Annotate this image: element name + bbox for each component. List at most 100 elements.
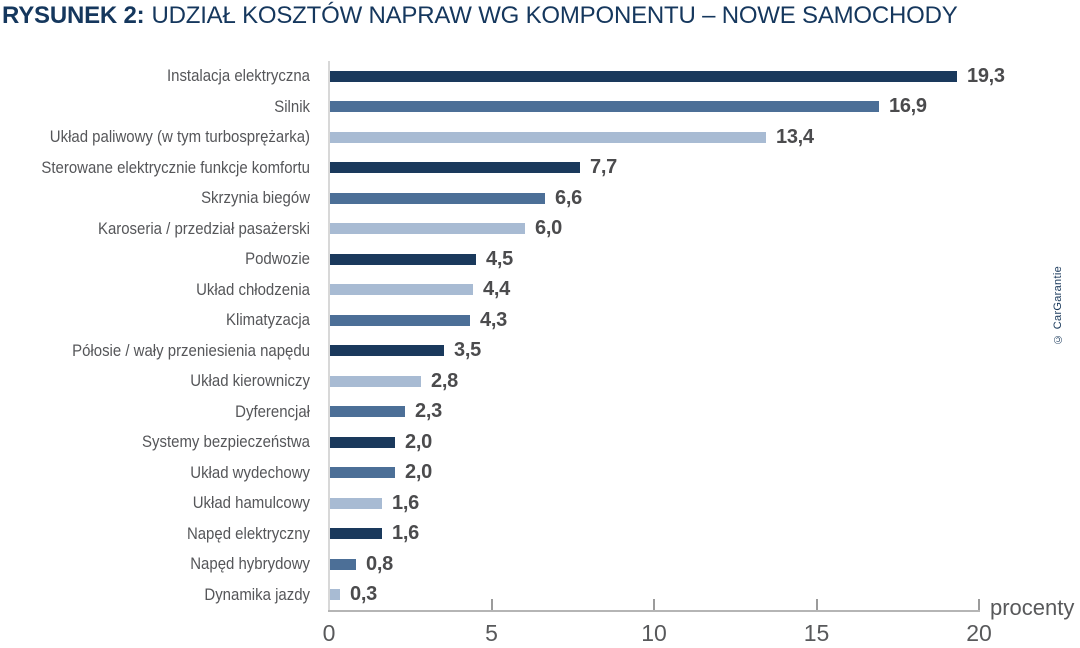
bar-zone: 4,3 <box>328 305 980 336</box>
category-label: Silnik <box>274 96 310 116</box>
value-label: 2,0 <box>405 461 432 484</box>
category-label: Układ paliwowy (w tym turbosprężarka) <box>49 127 311 147</box>
bar-zone: 1,6 <box>328 518 980 549</box>
axis-tick-mark <box>816 599 818 610</box>
bar-zone: 4,4 <box>328 274 980 305</box>
bar <box>330 223 525 235</box>
category-label: Dynamika jazdy <box>204 584 310 604</box>
value-label: 6,0 <box>535 217 562 240</box>
value-label: 1,6 <box>392 522 419 545</box>
copyright-credit: © CarGarantie <box>1052 266 1064 345</box>
value-label: 6,6 <box>555 186 582 209</box>
x-tick-label: 0 <box>322 620 336 646</box>
x-tick-label: 20 <box>966 620 992 646</box>
chart-title: RYSUNEK 2: UDZIAŁ KOSZTÓW NAPRAW WG KOMPO… <box>2 2 958 30</box>
bar <box>330 528 382 540</box>
category-label: Półosie / wały przeniesienia napędu <box>72 340 310 360</box>
category-label: Systemy bezpieczeństwa <box>142 432 310 452</box>
bar <box>330 253 476 265</box>
bar-row: Podwozie 4,5 <box>0 244 980 275</box>
chart-title-text: UDZIAŁ KOSZTÓW NAPRAW WG KOMPONENTU – NO… <box>151 2 958 29</box>
value-label: 13,4 <box>776 125 814 148</box>
bar-row: Układ wydechowy 2,0 <box>0 457 980 488</box>
value-label: 4,3 <box>480 308 507 331</box>
bar-zone: 4,5 <box>328 244 980 275</box>
category-label: Układ wydechowy <box>190 462 310 482</box>
bar-rows: Instalacja elektryczna 19,3 Silnik 16,9 Ukła… <box>0 61 1005 610</box>
bar-zone: 0,8 <box>328 549 980 580</box>
category-label: Układ hamulcowy <box>192 493 310 513</box>
category-label: Instalacja elektryczna <box>166 66 310 86</box>
bar-zone: 2,0 <box>328 457 980 488</box>
figure-number-label: RYSUNEK 2: <box>2 2 145 29</box>
category-label: Układ kierowniczy <box>190 371 310 391</box>
category-label: Podwozie <box>245 249 310 269</box>
bar-zone: 1,6 <box>328 488 980 519</box>
bar-row: Sterowane elektrycznie funkcje komfortu 7… <box>0 152 980 183</box>
bar <box>330 406 405 418</box>
value-label: 2,8 <box>431 369 458 392</box>
bar-row: Układ kierowniczy 2,8 <box>0 366 980 397</box>
bar <box>330 192 545 204</box>
bar-row: Dynamika jazdy 0,3 <box>0 579 980 610</box>
bar <box>330 284 473 296</box>
axis-tick-mark <box>978 599 980 610</box>
bar <box>330 314 470 326</box>
bar-row: Półosie / wały przeniesienia napędu 3,5 <box>0 335 980 366</box>
value-label: 0,8 <box>366 552 393 575</box>
bar-row: Układ hamulcowy 1,6 <box>0 488 980 519</box>
category-label: Dyferencjał <box>235 401 310 421</box>
bar-row: Napęd elektryczny 1,6 <box>0 518 980 549</box>
value-label: 2,0 <box>405 430 432 453</box>
category-label: Napęd elektryczny <box>186 523 310 543</box>
category-label: Karoseria / przedział pasażerski <box>97 218 310 238</box>
bar-row: Dyferencjał 2,3 <box>0 396 980 427</box>
category-label: Napęd hybrydowy <box>190 554 310 574</box>
bar-zone: 6,6 <box>328 183 980 214</box>
value-label: 3,5 <box>454 339 481 362</box>
bar-zone: 7,7 <box>328 152 980 183</box>
bar-zone: 2,3 <box>328 396 980 427</box>
value-label: 7,7 <box>590 156 617 179</box>
axis-tick-mark <box>491 599 493 610</box>
value-label: 4,4 <box>483 278 510 301</box>
bar-row: Napęd hybrydowy 0,8 <box>0 549 980 580</box>
bar-row: Klimatyzacja 4,3 <box>0 305 980 336</box>
bar <box>330 375 421 387</box>
bar-row: Układ paliwowy (w tym turbosprężarka) 13,… <box>0 122 980 153</box>
bar-zone: 13,4 <box>328 122 980 153</box>
bar <box>330 467 395 479</box>
bar <box>330 589 340 601</box>
bar <box>330 497 382 509</box>
bar-zone: 2,0 <box>328 427 980 458</box>
value-label: 1,6 <box>392 491 419 514</box>
bar-zone: 19,3 <box>328 61 1005 92</box>
bar <box>330 101 879 113</box>
x-tick-label: 15 <box>803 620 830 646</box>
bar <box>330 162 580 174</box>
x-axis-line <box>328 599 980 612</box>
bar <box>330 131 766 143</box>
value-label: 19,3 <box>967 64 1005 87</box>
bar <box>330 558 356 570</box>
value-label: 16,9 <box>889 95 927 118</box>
category-label: Skrzynia biegów <box>201 188 310 208</box>
category-label: Klimatyzacja <box>226 310 310 330</box>
bar-row: Skrzynia biegów 6,6 <box>0 183 980 214</box>
category-label: Układ chłodzenia <box>196 279 310 299</box>
value-label: 4,5 <box>486 247 513 270</box>
bar <box>330 345 444 357</box>
category-label: Sterowane elektrycznie funkcje komfortu <box>41 157 310 177</box>
bar-zone: 3,5 <box>328 335 980 366</box>
x-tick-label: 10 <box>641 620 667 646</box>
bar-row: Układ chłodzenia 4,4 <box>0 274 980 305</box>
bar-row: Systemy bezpieczeństwa 2,0 <box>0 427 980 458</box>
bar-zone: 6,0 <box>328 213 980 244</box>
value-label: 2,3 <box>415 400 442 423</box>
x-tick-labels: 0 5 10 15 20 <box>0 620 1080 648</box>
axis-tick-mark <box>653 599 655 610</box>
bar <box>330 70 957 82</box>
bar-zone: 0,3 <box>328 579 980 610</box>
bar-zone: 2,8 <box>328 366 980 397</box>
